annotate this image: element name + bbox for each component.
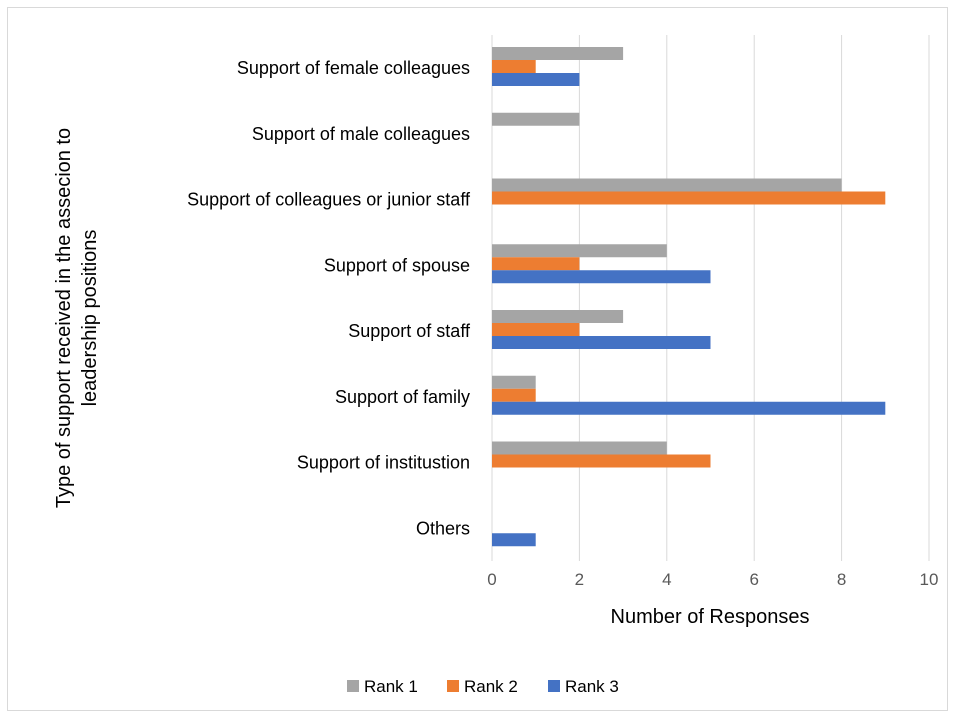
bar-rank-3 xyxy=(492,401,886,415)
bar-rank-2 xyxy=(492,323,580,336)
bar-rank-2 xyxy=(492,454,711,468)
legend-swatch xyxy=(347,680,359,692)
y-axis-title-line-2: leadership positions xyxy=(79,230,101,407)
x-tick-label: 0 xyxy=(487,570,496,589)
bars xyxy=(492,47,886,547)
bar-rank-2 xyxy=(492,388,536,402)
bar-rank-2 xyxy=(492,257,580,271)
category-label: Others xyxy=(416,518,470,538)
x-tick-label: 6 xyxy=(749,570,758,589)
y-axis-title: Type of support received in the assecion… xyxy=(53,128,101,508)
legend-label: Rank 1 xyxy=(364,677,418,696)
bar-rank-3 xyxy=(492,270,711,284)
legend: Rank 1 Rank 2 Rank 3 xyxy=(347,677,619,696)
category-label: Support of staff xyxy=(348,321,471,341)
x-tick-labels: 0 2 4 6 8 10 xyxy=(487,570,938,589)
x-tick-label: 10 xyxy=(920,570,939,589)
category-label: Support of colleagues or junior staff xyxy=(187,190,471,210)
category-label: Support of male colleagues xyxy=(252,124,470,144)
legend-label: Rank 3 xyxy=(565,677,619,696)
x-tick-label: 8 xyxy=(837,570,846,589)
category-label: Support of institustion xyxy=(297,453,470,473)
bar-rank-1 xyxy=(492,375,536,389)
category-labels: Support of female colleagues Support of m… xyxy=(187,58,471,538)
bar-rank-1 xyxy=(492,244,667,258)
x-tick-label: 2 xyxy=(575,570,584,589)
category-label: Support of family xyxy=(335,387,470,407)
y-axis-title-line-1: Type of support received in the assecion… xyxy=(53,128,75,508)
category-label: Support of spouse xyxy=(324,255,470,275)
chart-frame xyxy=(7,7,948,711)
bar-rank-3 xyxy=(492,73,580,86)
bar-rank-1 xyxy=(492,178,842,192)
bar-rank-2 xyxy=(492,60,536,73)
legend-swatch xyxy=(447,680,459,692)
bar-rank-3 xyxy=(492,533,536,547)
bar-rank-3 xyxy=(492,336,711,349)
bar-rank-1 xyxy=(492,441,667,455)
legend-swatch xyxy=(548,680,560,692)
bar-rank-1 xyxy=(492,310,624,323)
legend-label: Rank 2 xyxy=(464,677,518,696)
x-axis-title: Number of Responses xyxy=(611,606,810,628)
bar-rank-1 xyxy=(492,47,624,60)
x-tick-label: 4 xyxy=(662,570,671,589)
bar-rank-2 xyxy=(492,191,886,205)
bar-rank-1 xyxy=(492,112,580,126)
category-label: Support of female colleagues xyxy=(237,58,470,78)
